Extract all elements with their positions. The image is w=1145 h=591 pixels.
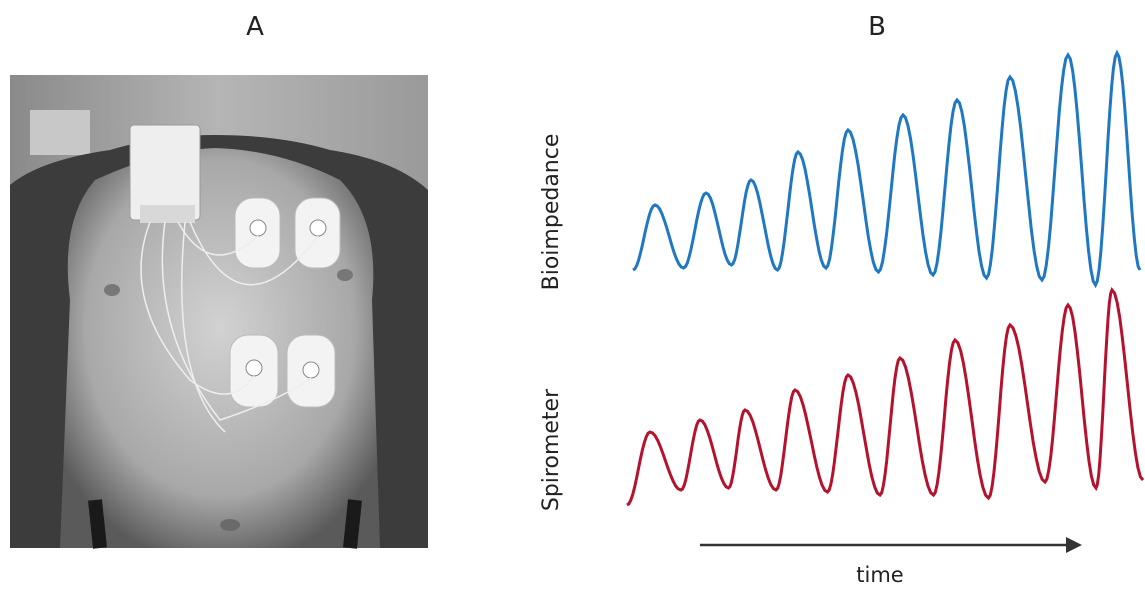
spirometer-waveform [627, 290, 1143, 505]
photo [10, 75, 428, 548]
figure: A B Bioimpedance Spirom [0, 0, 1145, 591]
axis-label: time [856, 563, 903, 587]
time-arrowhead [1066, 537, 1082, 553]
bioimpedance-waveform [633, 53, 1140, 285]
signal-label: Bioimpedance [539, 134, 564, 291]
panel-label: A [246, 12, 264, 42]
panel-label: B [868, 12, 886, 42]
signal-label: Spirometer [539, 388, 564, 511]
